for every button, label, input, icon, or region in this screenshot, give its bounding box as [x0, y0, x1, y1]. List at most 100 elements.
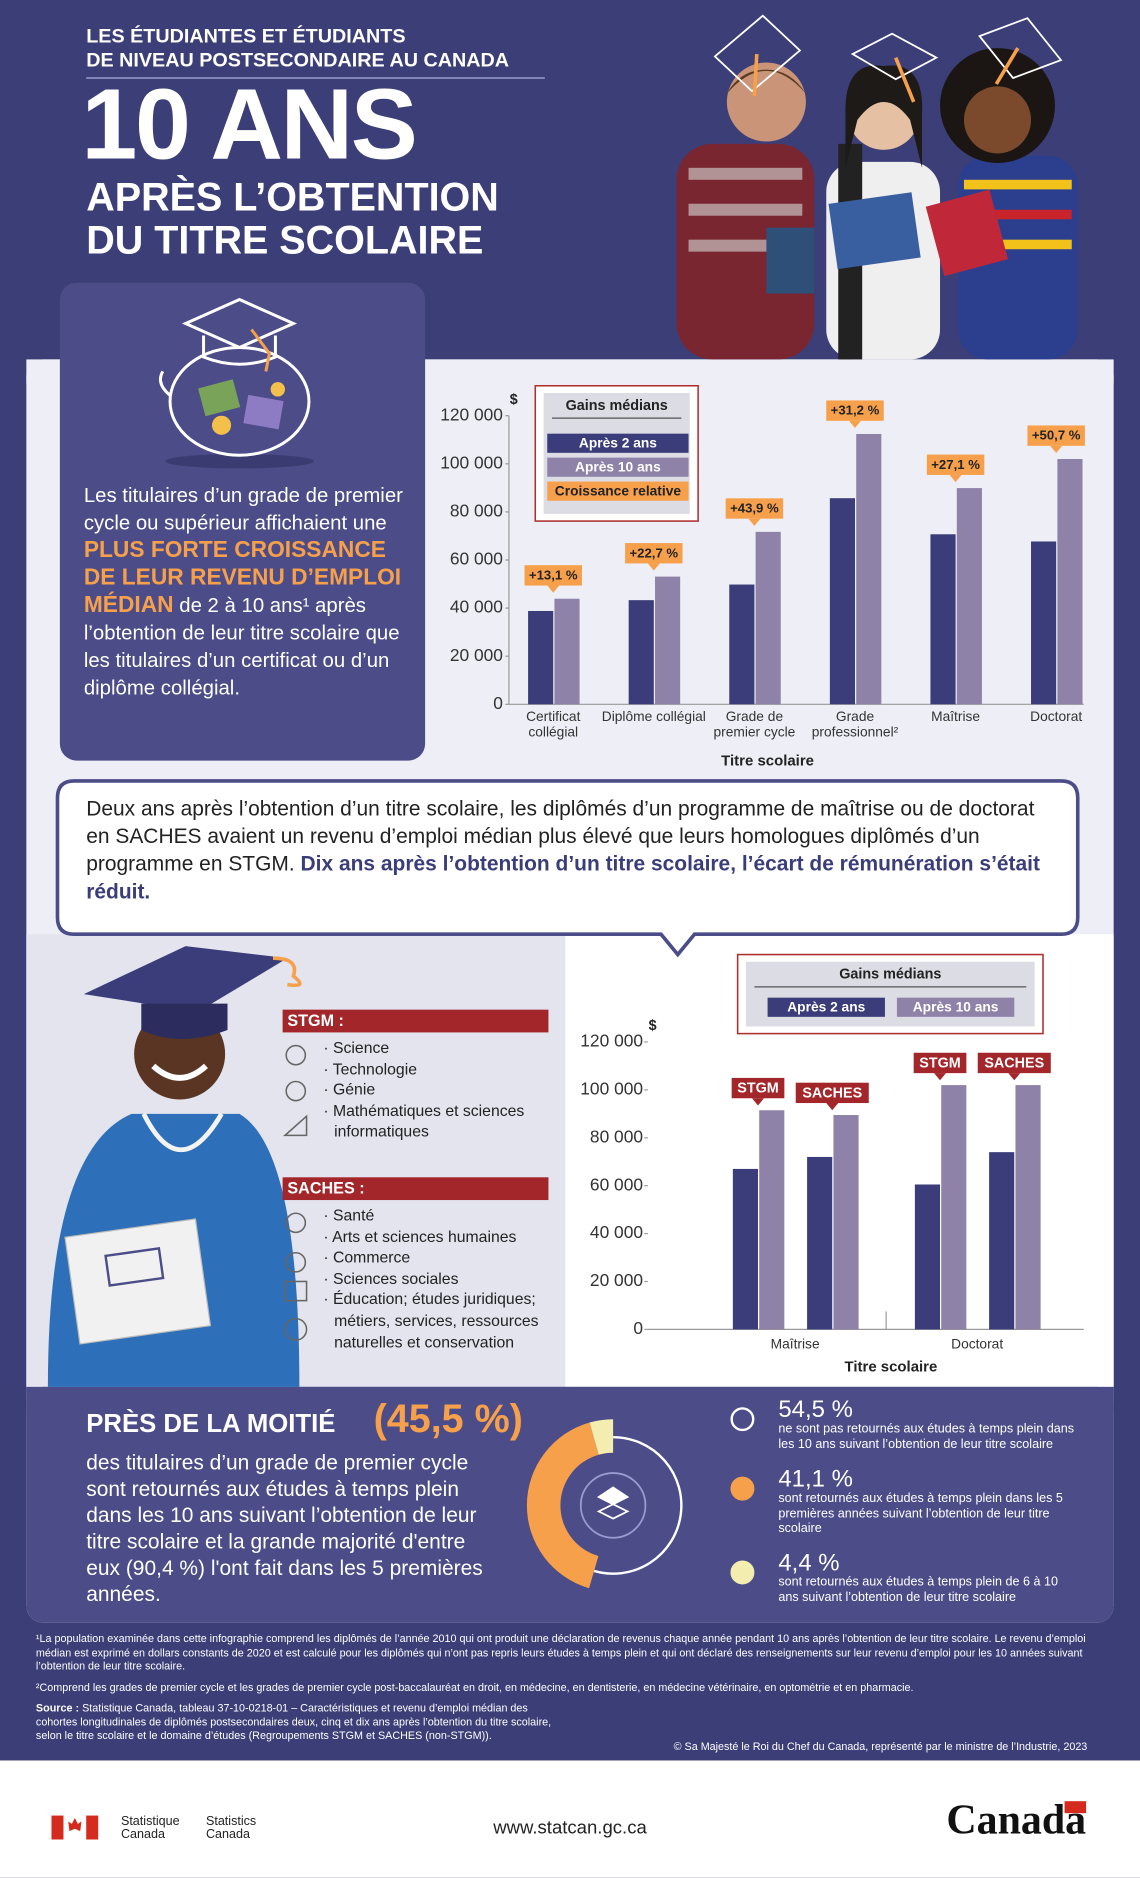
growth-label-pointer: [849, 420, 861, 428]
group-label-pointer: [826, 1103, 839, 1111]
y-tick-label: 100 000: [580, 1078, 643, 1098]
x-tick-label: Maîtrise: [771, 1337, 820, 1352]
stgm-list-box: ScienceTechnologieGénieMathématiques et …: [323, 1037, 557, 1157]
finding-1-before: Les titulaires d’un grade de premier cyc…: [83, 483, 403, 535]
finding-2-text: Deux ans après l’obtention d’un titre sc…: [86, 795, 1062, 905]
legend-description-box: sont retournés aux études à temps plein …: [778, 1491, 1062, 1535]
footnotes: ¹La population examinée dans cette infog…: [36, 1632, 1090, 1743]
bar: [732, 1168, 759, 1330]
legend-swatch: [767, 997, 885, 1017]
growth-label: +22,7 %: [629, 545, 678, 560]
bottom-panel: [26, 1386, 1114, 1623]
student-photo: [47, 946, 302, 1387]
x-tick-label-box: Grade de premier cycle: [713, 710, 796, 740]
students-photo: [676, 14, 1078, 360]
group-label-box: [977, 1052, 1051, 1074]
growth-label-box: [625, 543, 683, 564]
group-label-box: [795, 1082, 869, 1104]
field-item: Mathématiques et sciences informatiques: [323, 1100, 557, 1142]
subtitle: APRÈS L’OBTENTION: [86, 176, 499, 220]
legend-label: Après 10 ans: [575, 459, 661, 474]
x-tick-label: Grade de premier cycle: [713, 710, 796, 740]
saches-label: SACHES :: [287, 1180, 364, 1198]
kicker: LES ÉTUDIANTES ET ÉTUDIANTS: [86, 25, 405, 48]
stgm-label: STGM :: [287, 1012, 344, 1030]
y-tick-label: 20 000: [450, 645, 503, 665]
legend-title: Gains médians: [839, 967, 941, 983]
donut-icon: [579, 1472, 647, 1539]
finding-3-text: des titulaires d’un grade de premier cyc…: [86, 1450, 483, 1606]
website[interactable]: www.statcan.gc.ca: [492, 1817, 647, 1838]
agency-fr: Statistique: [121, 1814, 180, 1828]
growth-label: +43,9 %: [730, 501, 779, 516]
growth-label-box: [926, 454, 985, 475]
field-item: Génie: [323, 1079, 557, 1100]
bar: [655, 576, 681, 705]
growth-label: +27,1 %: [931, 457, 980, 472]
legend-marker: [730, 1407, 755, 1432]
source-text: Statistique Canada, tableau 37-10-0218-0…: [35, 1701, 552, 1742]
copyright: © Sa Majesté le Roi du Chef du Canada, r…: [674, 1741, 1088, 1753]
legend-title: Gains médians: [566, 398, 668, 414]
y-tick-label: 0: [633, 1318, 643, 1338]
y-axis-label: $: [649, 1018, 657, 1034]
x-tick-label: Grade professionnel²: [811, 710, 899, 740]
agency-en: Canada: [206, 1827, 250, 1841]
x-tick-label: Diplôme collégial: [601, 710, 706, 725]
legend-value: 54,5 %: [778, 1396, 853, 1423]
x-tick-label: Certificat collégial: [526, 710, 581, 740]
footer-bar: [0, 1760, 1140, 1878]
y-tick-label: 60 000: [450, 549, 503, 569]
bar: [554, 598, 580, 705]
group-label-pointer: [752, 1098, 764, 1106]
bar: [856, 433, 882, 705]
legend-swatch: [896, 997, 1015, 1017]
bar: [989, 1152, 1015, 1330]
legend-description: ne sont pas retournés aux études à temps…: [778, 1421, 1075, 1451]
group-label: SACHES: [802, 1085, 862, 1101]
main-title: 10 ANS: [81, 68, 415, 180]
y-tick-label: 120 000: [580, 1031, 643, 1051]
piggy-bank-icon: [159, 297, 314, 469]
growth-label-pointer: [1050, 445, 1063, 454]
y-tick-label: 0: [493, 693, 503, 713]
field-item: Science: [323, 1037, 557, 1058]
saches-list-box: SantéArts et sciences humainesCommerceSc…: [323, 1205, 557, 1385]
growth-label: +50,7 %: [1032, 428, 1081, 443]
growth-label-pointer: [547, 585, 560, 593]
footnote: ¹La population examinée dans cette infog…: [35, 1632, 1086, 1672]
flag-symbol: [51, 1815, 99, 1840]
bottom-panel-top: [26, 1386, 1114, 1411]
bar: [528, 610, 554, 705]
y-tick-label: 20 000: [590, 1270, 643, 1290]
finding-1-after: de 2 à 10 ans¹ après l’obtention de leur…: [83, 594, 400, 700]
field-item: Arts et sciences humaines: [323, 1226, 557, 1247]
group-label: STGM: [919, 1055, 960, 1071]
wordmark: Canada: [946, 1798, 1086, 1844]
legend-label: Après 10 ans: [913, 999, 999, 1014]
bar: [829, 498, 855, 705]
legend-description-box: sont retournés aux études à temps plein …: [778, 1575, 1058, 1604]
x-axis-label: Titre scolaire: [845, 1359, 938, 1376]
y-tick-label: 40 000: [450, 597, 503, 617]
source-label: Source :: [35, 1701, 80, 1714]
finding-3-figure: (45,5 %): [374, 1397, 523, 1441]
legend-value: 41,1 %: [778, 1466, 853, 1493]
group-label: SACHES: [984, 1055, 1044, 1071]
growth-label-box: [1027, 425, 1085, 446]
x-tick-label-box: Diplôme collégial: [601, 710, 706, 725]
growth-label: +13,1 %: [529, 567, 578, 582]
finding-3-box: des titulaires d’un grade de premier cyc…: [86, 1450, 483, 1606]
y-tick-label: 100 000: [440, 452, 503, 472]
legend-marker: [730, 1476, 755, 1501]
bar: [759, 1110, 785, 1330]
legend-label: Après 2 ans: [579, 435, 657, 450]
bar: [1031, 541, 1057, 705]
source: Source : Statistique Canada, tableau 37-…: [36, 1702, 563, 1743]
donut-wedge: [589, 1419, 614, 1455]
field-item: Technologie: [323, 1058, 557, 1079]
growth-label-box: [725, 498, 784, 519]
y-tick-label: 40 000: [590, 1222, 643, 1242]
group-label-box: [913, 1052, 967, 1074]
agency-fr: Canada: [121, 1827, 165, 1841]
